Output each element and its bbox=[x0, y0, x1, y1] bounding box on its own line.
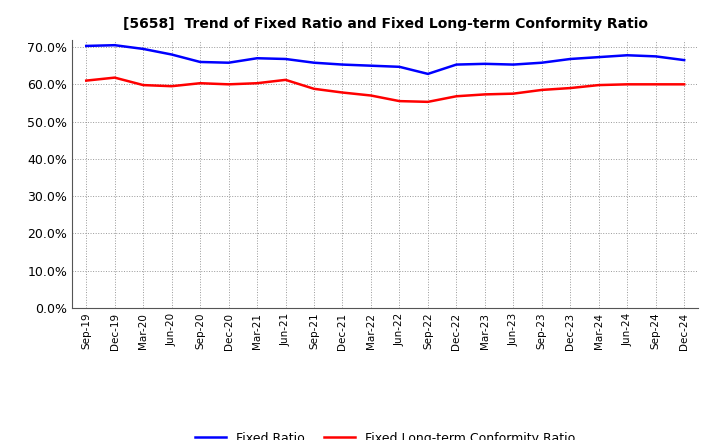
Fixed Long-term Conformity Ratio bbox=[338, 90, 347, 95]
Fixed Long-term Conformity Ratio bbox=[196, 81, 204, 86]
Fixed Ratio bbox=[423, 71, 432, 77]
Fixed Long-term Conformity Ratio bbox=[509, 91, 518, 96]
Legend: Fixed Ratio, Fixed Long-term Conformity Ratio: Fixed Ratio, Fixed Long-term Conformity … bbox=[190, 427, 580, 440]
Fixed Long-term Conformity Ratio bbox=[139, 82, 148, 88]
Fixed Long-term Conformity Ratio bbox=[452, 94, 461, 99]
Title: [5658]  Trend of Fixed Ratio and Fixed Long-term Conformity Ratio: [5658] Trend of Fixed Ratio and Fixed Lo… bbox=[122, 18, 648, 32]
Fixed Ratio bbox=[537, 60, 546, 66]
Fixed Long-term Conformity Ratio bbox=[253, 81, 261, 86]
Fixed Long-term Conformity Ratio bbox=[652, 82, 660, 87]
Fixed Ratio bbox=[566, 56, 575, 62]
Fixed Ratio bbox=[366, 63, 375, 68]
Line: Fixed Ratio: Fixed Ratio bbox=[86, 45, 684, 74]
Fixed Long-term Conformity Ratio bbox=[595, 82, 603, 88]
Fixed Ratio bbox=[225, 60, 233, 66]
Fixed Long-term Conformity Ratio bbox=[480, 92, 489, 97]
Fixed Long-term Conformity Ratio bbox=[566, 85, 575, 91]
Fixed Ratio bbox=[595, 55, 603, 60]
Fixed Ratio bbox=[110, 43, 119, 48]
Fixed Ratio bbox=[509, 62, 518, 67]
Fixed Long-term Conformity Ratio bbox=[366, 93, 375, 98]
Fixed Long-term Conformity Ratio bbox=[423, 99, 432, 104]
Fixed Ratio bbox=[82, 43, 91, 48]
Fixed Ratio bbox=[652, 54, 660, 59]
Fixed Long-term Conformity Ratio bbox=[395, 99, 404, 104]
Fixed Ratio bbox=[623, 53, 631, 58]
Fixed Long-term Conformity Ratio bbox=[282, 77, 290, 82]
Fixed Ratio bbox=[395, 64, 404, 70]
Fixed Long-term Conformity Ratio bbox=[167, 84, 176, 89]
Fixed Long-term Conformity Ratio bbox=[110, 75, 119, 80]
Fixed Ratio bbox=[167, 52, 176, 57]
Line: Fixed Long-term Conformity Ratio: Fixed Long-term Conformity Ratio bbox=[86, 77, 684, 102]
Fixed Ratio bbox=[139, 46, 148, 51]
Fixed Long-term Conformity Ratio bbox=[225, 82, 233, 87]
Fixed Ratio bbox=[253, 55, 261, 61]
Fixed Ratio bbox=[282, 56, 290, 62]
Fixed Ratio bbox=[196, 59, 204, 65]
Fixed Long-term Conformity Ratio bbox=[537, 87, 546, 92]
Fixed Long-term Conformity Ratio bbox=[82, 78, 91, 83]
Fixed Ratio bbox=[310, 60, 318, 66]
Fixed Long-term Conformity Ratio bbox=[310, 86, 318, 92]
Fixed Long-term Conformity Ratio bbox=[680, 82, 688, 87]
Fixed Ratio bbox=[680, 58, 688, 63]
Fixed Ratio bbox=[452, 62, 461, 67]
Fixed Long-term Conformity Ratio bbox=[623, 82, 631, 87]
Fixed Ratio bbox=[338, 62, 347, 67]
Fixed Ratio bbox=[480, 61, 489, 66]
